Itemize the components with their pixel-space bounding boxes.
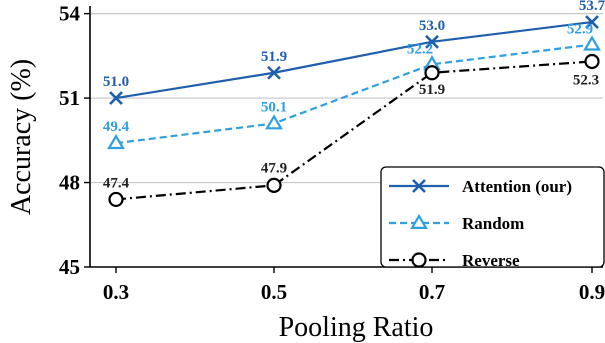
data-label: 53.7	[579, 0, 605, 14]
legend: Attention (our) Random Reverse	[380, 166, 605, 270]
y-tick-label: 48	[59, 171, 80, 195]
marker-stroke	[267, 65, 281, 80]
x-tick-label: 0.9	[579, 280, 605, 304]
data-label: 49.4	[103, 119, 130, 135]
y-tick-label: 51	[59, 86, 80, 110]
data-point-triangle-marker	[265, 114, 283, 130]
x-axis-title: Pooling Ratio	[279, 312, 434, 343]
marker-stroke	[412, 179, 426, 193]
data-point-circle-marker	[584, 53, 600, 70]
data-point-triangle-marker	[583, 35, 601, 51]
y-axis-title: Accuracy (%)	[6, 59, 37, 215]
data-label: 51.9	[419, 82, 445, 98]
data-label: 52.9	[567, 22, 593, 38]
series-line	[115, 43, 593, 145]
data-point-x-marker	[109, 91, 123, 106]
data-point-circle-marker	[266, 177, 282, 193]
data-label: 51.9	[261, 49, 287, 65]
marker-stroke	[425, 34, 439, 49]
x-tick-label: 0.3	[103, 280, 129, 304]
series-line	[115, 60, 593, 201]
data-label: 53.0	[419, 18, 445, 34]
data-point-x-marker	[267, 65, 281, 80]
legend-label: Reverse	[462, 251, 520, 270]
marker-stroke	[585, 15, 599, 29]
legend-label: Attention (our)	[462, 177, 572, 196]
legend-box	[380, 166, 605, 268]
data-point-circle-marker	[108, 191, 124, 208]
data-label: 50.1	[261, 99, 287, 115]
data-point-circle-marker	[424, 65, 440, 81]
tick-labels: 45 48 51 54 0.3 0.5 0.7 0.9	[59, 2, 605, 304]
data-label: 47.4	[103, 175, 130, 191]
data-point-x-marker	[425, 34, 439, 49]
y-tick-label: 54	[59, 2, 81, 26]
y-tick-label: 45	[59, 255, 80, 279]
data-point-x-marker	[585, 15, 599, 29]
x-tick-label: 0.7	[419, 280, 445, 304]
data-label: 51.0	[103, 74, 129, 90]
data-label: 52.3	[573, 72, 599, 88]
data-point-triangle-marker	[107, 133, 125, 150]
data-point-x-marker	[412, 179, 426, 193]
legend-label: Random	[462, 214, 524, 233]
x-tick-label: 0.5	[261, 280, 287, 304]
series-line	[115, 20, 593, 100]
series-group: 51.0 51.9 53.0 53.7 49.4 50.1 52.2 52.9 47.4 47.9…	[103, 0, 605, 208]
data-point-circle-marker	[411, 252, 427, 268]
data-point-triangle-marker	[410, 213, 428, 229]
data-label: 47.9	[261, 160, 287, 176]
data-label: 52.2	[407, 41, 433, 57]
marker-stroke	[109, 91, 123, 106]
